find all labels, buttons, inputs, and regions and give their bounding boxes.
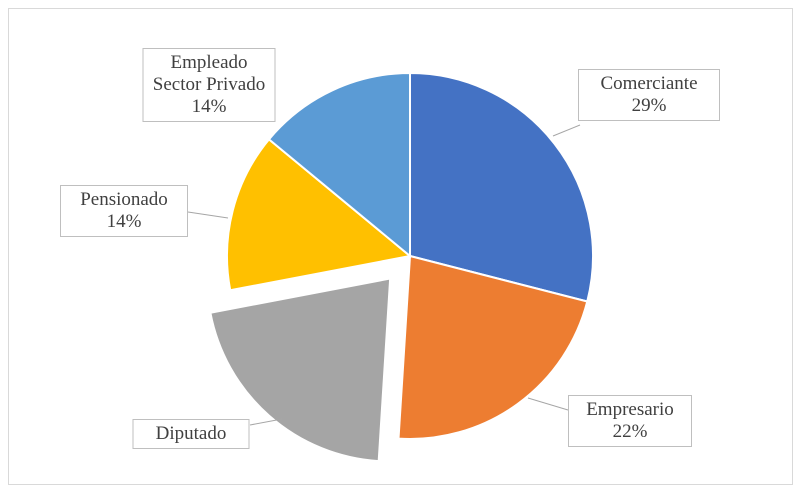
data-label: Comerciante 29% <box>578 69 720 121</box>
data-label: Pensionado 14% <box>60 185 188 237</box>
label-category: Diputado <box>155 423 227 444</box>
pie-slice <box>409 71 594 303</box>
pie-slice <box>209 277 392 463</box>
pie-slice <box>397 254 589 440</box>
leader-line <box>527 397 569 411</box>
pie-slice <box>267 71 411 259</box>
pie-slice <box>226 137 413 292</box>
label-category: Empresario <box>586 399 674 420</box>
data-label: Diputado <box>132 419 250 449</box>
label-category: Empleado Sector Privado <box>152 52 266 95</box>
label-value: 22% <box>612 421 648 442</box>
data-label: Empresario 22% <box>568 395 692 447</box>
leader-line <box>552 124 581 137</box>
label-category: Comerciante <box>600 73 698 94</box>
data-label: Empleado Sector Privado 14% <box>142 48 276 122</box>
label-value: 29% <box>631 95 667 116</box>
label-value: 14% <box>191 96 227 117</box>
label-category: Pensionado <box>80 189 168 210</box>
leader-line <box>249 418 283 426</box>
label-value: 14% <box>106 211 142 232</box>
leader-line <box>187 211 229 219</box>
